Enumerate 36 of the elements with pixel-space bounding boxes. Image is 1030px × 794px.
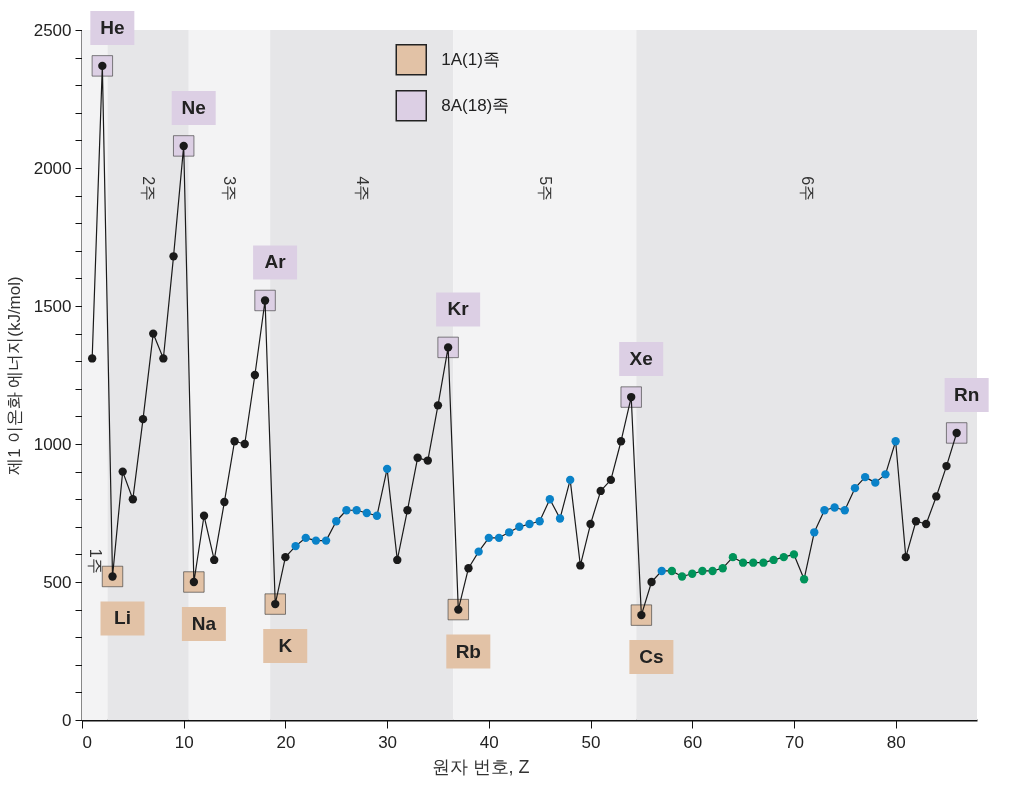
y-tick-label: 1500: [33, 296, 72, 316]
y-tick-label: 2500: [33, 20, 72, 40]
x-axis-title: 원자 번호, Z: [431, 756, 530, 777]
x-tick-label: 40: [479, 732, 499, 752]
band-label: 2주: [140, 176, 158, 202]
x-tick-label: 80: [886, 732, 906, 752]
annotation: Cs: [639, 646, 664, 668]
annotation: Xe: [629, 348, 653, 370]
y-tick-label: 500: [43, 572, 72, 592]
annotation: Rn: [954, 383, 980, 405]
y-tick-label: 0: [62, 710, 72, 730]
annotation: He: [100, 16, 125, 38]
band-label: 1주: [86, 548, 104, 574]
band-label: 5주: [536, 176, 554, 202]
band-label: 3주: [221, 176, 239, 202]
legend-label: 8A(18)족: [441, 95, 510, 115]
y-tick-label: 2000: [33, 158, 72, 178]
annotation: Na: [191, 613, 217, 634]
x-tick-label: 10: [174, 732, 194, 752]
band-label: 4주: [353, 176, 371, 202]
annotation: Ar: [264, 251, 287, 273]
annotation: K: [278, 635, 293, 657]
annotation: Ne: [181, 96, 206, 118]
annotation: Li: [114, 607, 131, 629]
legend-label: 1A(1)족: [441, 49, 500, 69]
x-tick-label: 70: [784, 732, 804, 752]
y-axis-title: 제1 이온화 에너지(kJ/mol): [4, 276, 24, 475]
x-tick-label: 50: [581, 732, 601, 752]
annotation: Kr: [447, 298, 470, 320]
annotation: Rb: [455, 640, 481, 662]
x-tick-label: 30: [378, 732, 398, 752]
x-tick-label: 0: [82, 732, 92, 752]
x-tick-label: 20: [276, 732, 296, 752]
x-tick-label: 60: [683, 732, 703, 752]
band-label: 6주: [798, 176, 816, 202]
y-tick-label: 1000: [33, 434, 72, 454]
